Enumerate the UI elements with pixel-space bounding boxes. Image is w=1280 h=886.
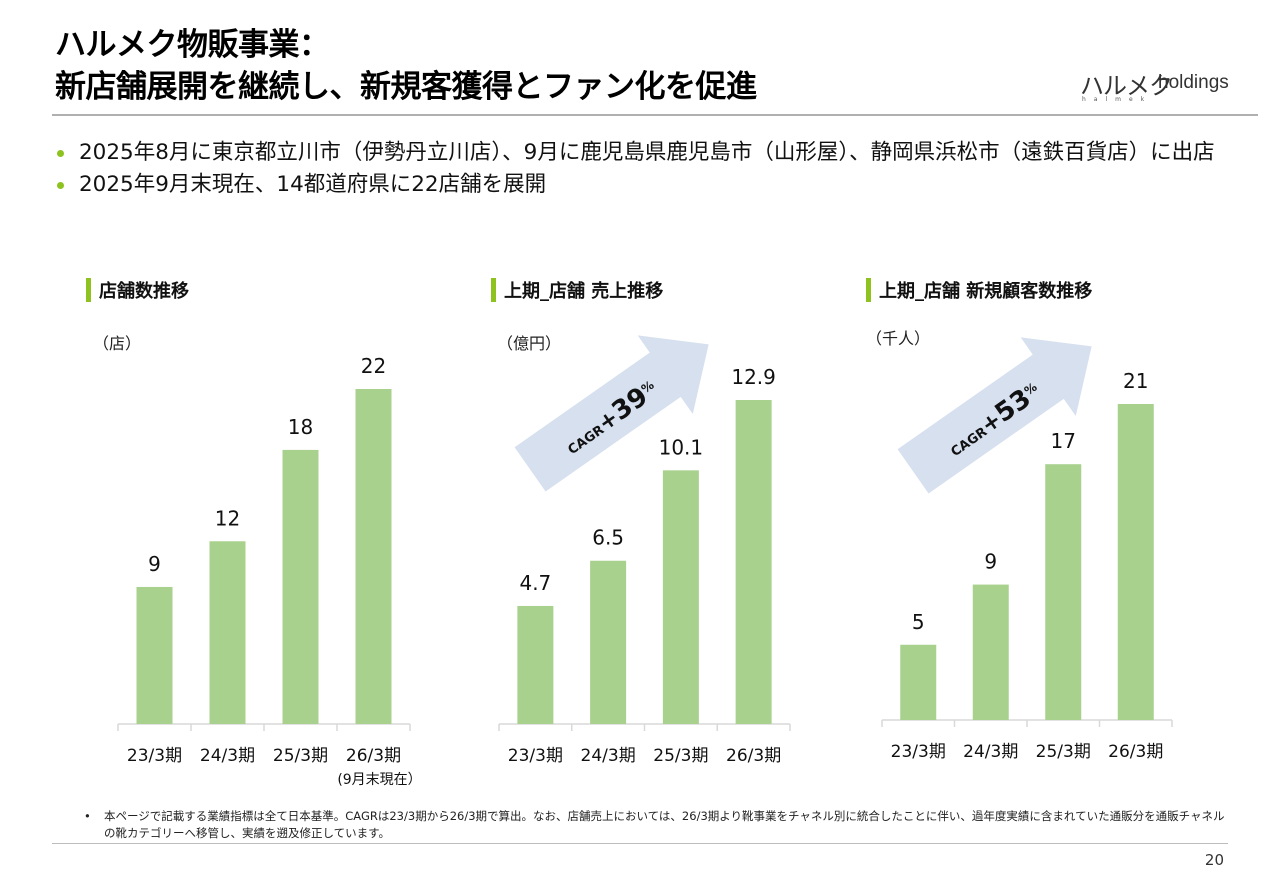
x-tick-label: 26/3期 <box>726 746 781 766</box>
title-divider <box>52 114 1258 116</box>
bullet-item: 2025年8月に東京都立川市（伊勢丹立川店）、9月に鹿児島県鹿児島市（山形屋）、… <box>55 137 1235 169</box>
x-tick-label: 25/3期 <box>1036 742 1091 762</box>
footnote-text: 本ページで記載する業績指標は全て日本基準。CAGRは23/3期から26/3期で算… <box>104 809 1225 840</box>
company-logo: ハルメク holdings halmek <box>1080 66 1260 106</box>
page-title-line1: ハルメク物販事業： <box>55 27 330 63</box>
bullet-dot-icon <box>57 182 64 189</box>
x-tick-label: 25/3期 <box>273 746 328 766</box>
footnote: • 本ページで記載する業績指標は全て日本基準。CAGRは23/3期から26/3期… <box>84 808 1234 842</box>
x-tick-label: 23/3期 <box>508 746 563 766</box>
data-label: 21 <box>1123 369 1148 393</box>
x-tick-label: 26/3期 <box>346 746 401 766</box>
chart1-title-text: 店舗数推移 <box>99 281 189 302</box>
bullet-dot-icon <box>57 150 64 157</box>
bullet-text: 2025年8月に東京都立川市（伊勢丹立川店）、9月に鹿児島県鹿児島市（山形屋）、… <box>79 140 1215 165</box>
category-note: (9月末現在） <box>337 772 421 788</box>
chart-3: CAGR+53% 5 23/3期 9 24/3期 17 25/3期 21 26/3期 <box>881 337 1173 762</box>
bar <box>590 560 627 724</box>
footnote-bullet: • <box>84 809 91 823</box>
chart-1: 9 23/3期 12 24/3期 18 25/3期 22 26/3期 (9月末現在） <box>117 354 422 788</box>
bar <box>136 586 173 724</box>
data-label: 12 <box>215 506 240 530</box>
arrow-shape-icon <box>897 337 1092 494</box>
chart3-unit-label: （千人） <box>866 329 931 348</box>
data-label: 12.9 <box>731 365 776 389</box>
chart3-title: 上期_店舗 新規顧客数推移 <box>866 278 1093 305</box>
chart-2: CAGR+39% 4.7 23/3期 6.5 24/3期 10.1 25/3期 12.9 26/… <box>498 335 791 766</box>
title-accent-bar <box>866 278 871 302</box>
logo-holdings: holdings <box>1158 72 1229 93</box>
x-tick-label: 24/3期 <box>963 742 1018 762</box>
bar <box>972 584 1009 720</box>
chart2-title-text: 上期_店舗 売上推移 <box>504 281 664 302</box>
page-title: ハルメク物販事業： 新店舗展開を継続し、新規客獲得とファン化を促進 <box>55 24 757 108</box>
chart1-title: 店舗数推移 <box>86 278 189 305</box>
logo-subtext: halmek <box>1082 96 1153 103</box>
arrow-shape-icon <box>514 335 709 492</box>
page-number: 20 <box>1204 851 1224 869</box>
data-label: 22 <box>361 354 386 378</box>
chart1-unit-label: （店） <box>93 334 142 353</box>
x-tick-label: 23/3期 <box>127 746 182 766</box>
page-title-line2: 新店舗展開を継続し、新規客獲得とファン化を促進 <box>55 69 757 105</box>
title-accent-bar <box>86 278 91 302</box>
cagr-arrow: CAGR+53% <box>897 337 1092 494</box>
bar <box>662 470 699 724</box>
bar <box>900 644 937 720</box>
chart2-unit-label: （億円） <box>497 334 562 353</box>
x-tick-label: 25/3期 <box>653 746 708 766</box>
x-tick-label: 26/3期 <box>1108 742 1163 762</box>
bullet-text: 2025年9月末現在、14都道府県に22店舗を展開 <box>79 172 547 197</box>
bar <box>282 449 319 724</box>
bullet-item: 2025年9月末現在、14都道府県に22店舗を展開 <box>55 169 1235 201</box>
chart3-title-text: 上期_店舗 新規顧客数推移 <box>879 281 1093 302</box>
bar <box>1117 404 1154 720</box>
bullet-list: 2025年8月に東京都立川市（伊勢丹立川店）、9月に鹿児島県鹿児島市（山形屋）、… <box>55 137 1235 201</box>
data-label: 10.1 <box>659 435 704 459</box>
footer-divider <box>52 843 1228 844</box>
data-label: 17 <box>1051 429 1076 453</box>
data-label: 9 <box>148 552 161 576</box>
data-label: 9 <box>984 550 997 574</box>
x-tick-label: 24/3期 <box>581 746 636 766</box>
data-label: 5 <box>912 610 925 634</box>
cagr-arrow: CAGR+39% <box>514 335 709 492</box>
bar <box>1045 464 1082 720</box>
data-label: 18 <box>288 415 313 439</box>
data-label: 4.7 <box>519 571 551 595</box>
bar <box>735 400 772 724</box>
logo-kana: ハルメク <box>1080 72 1173 100</box>
bar <box>209 541 246 724</box>
bar <box>355 389 392 724</box>
bar <box>517 605 554 724</box>
title-accent-bar <box>491 278 496 302</box>
chart2-title: 上期_店舗 売上推移 <box>491 278 664 305</box>
x-tick-label: 24/3期 <box>200 746 255 766</box>
x-tick-label: 23/3期 <box>891 742 946 762</box>
data-label: 6.5 <box>592 526 624 550</box>
